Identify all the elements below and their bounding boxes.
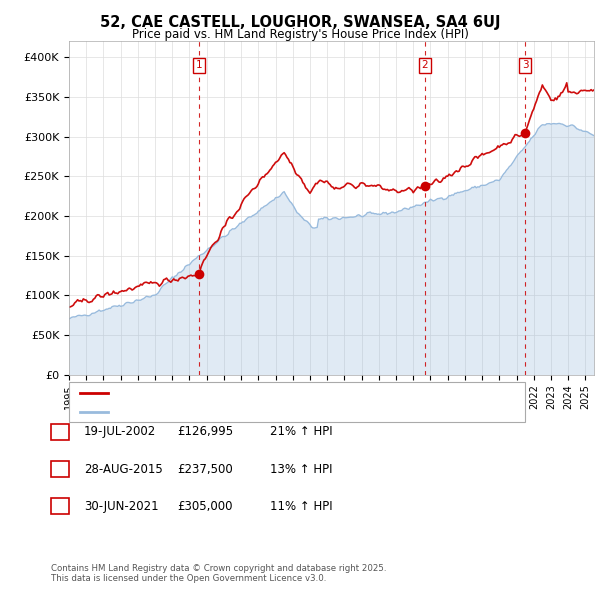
Text: 52, CAE CASTELL, LOUGHOR, SWANSEA, SA4 6UJ: 52, CAE CASTELL, LOUGHOR, SWANSEA, SA4 6… <box>100 15 500 30</box>
Text: £126,995: £126,995 <box>177 425 233 438</box>
Text: 52, CAE CASTELL, LOUGHOR, SWANSEA, SA4 6UJ (detached house): 52, CAE CASTELL, LOUGHOR, SWANSEA, SA4 6… <box>111 388 460 398</box>
Text: £305,000: £305,000 <box>177 500 233 513</box>
Text: 1: 1 <box>56 427 64 437</box>
Text: 2: 2 <box>421 60 428 70</box>
Text: HPI: Average price, detached house, Swansea: HPI: Average price, detached house, Swan… <box>111 407 350 417</box>
Text: 30-JUN-2021: 30-JUN-2021 <box>84 500 158 513</box>
Text: 28-AUG-2015: 28-AUG-2015 <box>84 463 163 476</box>
Text: 3: 3 <box>56 502 64 511</box>
Text: 2: 2 <box>56 464 64 474</box>
Text: 13% ↑ HPI: 13% ↑ HPI <box>270 463 332 476</box>
Text: Contains HM Land Registry data © Crown copyright and database right 2025.
This d: Contains HM Land Registry data © Crown c… <box>51 563 386 583</box>
Text: 1: 1 <box>196 60 202 70</box>
Text: 11% ↑ HPI: 11% ↑ HPI <box>270 500 332 513</box>
Text: 21% ↑ HPI: 21% ↑ HPI <box>270 425 332 438</box>
Text: 3: 3 <box>522 60 529 70</box>
Text: £237,500: £237,500 <box>177 463 233 476</box>
Text: Price paid vs. HM Land Registry's House Price Index (HPI): Price paid vs. HM Land Registry's House … <box>131 28 469 41</box>
Text: 19-JUL-2002: 19-JUL-2002 <box>84 425 156 438</box>
